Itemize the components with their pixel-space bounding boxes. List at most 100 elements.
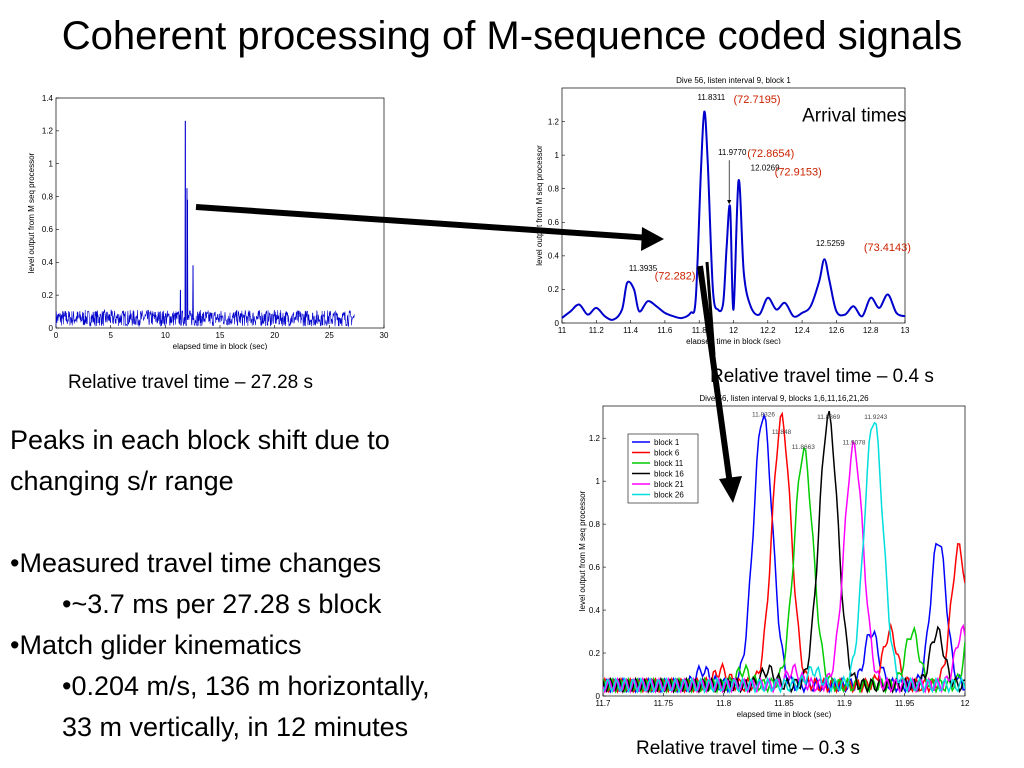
x-tick-label: 12 [729, 326, 738, 335]
chart-full-block: 0 5 10 15 20 25 30 0 0.2 0.4 0.6 0.8 1 1.2 1.4 elapsed … [27, 94, 389, 350]
arrow-to-zoom-head [641, 227, 664, 251]
x-tick-label: 11.7 [596, 699, 612, 708]
plot-frame [55, 97, 385, 329]
legend-entry: block 16 [654, 470, 684, 479]
x-tick-label: 11.95 [895, 699, 915, 708]
x-tick-label: 11.8 [692, 326, 708, 335]
peak-annotation: (72.7195) [734, 94, 781, 106]
y-tick-label: 0 [49, 324, 54, 333]
bullet-measured-sub: •~3.7 ms per 27.28 s block [62, 589, 382, 619]
peak-annotation: 11.9078 [842, 440, 865, 447]
y-tick-label: 0.4 [589, 606, 601, 615]
peak-annotation: (72.282) [655, 270, 696, 282]
x-tick-label: 30 [380, 331, 389, 340]
series-line-block-26 [603, 421, 965, 694]
legend-entry: block 26 [654, 491, 684, 500]
y-tick-label: 1 [555, 151, 560, 160]
y-axis-label: level output from M seq processor [27, 152, 36, 273]
x-tick-label: 12.2 [760, 326, 776, 335]
y-tick-label: 1.4 [42, 94, 54, 103]
chart-blocks-overlay: 11.7 11.75 11.8 11.85 11.9 11.95 12 0 0.2 0.4 0.6 0… [578, 394, 970, 719]
x-tick-label: 11.85 [774, 699, 794, 708]
y-tick-label: 1 [49, 160, 54, 169]
y-tick-label: 0.2 [42, 291, 54, 300]
plot-frame [561, 87, 906, 324]
y-tick-label: 0.8 [42, 192, 54, 201]
legend-entry: block 6 [654, 449, 680, 458]
bullet-text-1: Peaks in each block shift due to [10, 425, 390, 455]
y-tick-label: 0.6 [589, 563, 601, 572]
series-line [561, 110, 906, 321]
x-tick-label: 11.75 [654, 699, 674, 708]
peak-annotation: (72.8654) [747, 148, 794, 160]
chart-title: Dive 56, listen interval 9, blocks 1,6,1… [699, 394, 869, 403]
legend-box [627, 433, 699, 504]
peak-annotation: 11.8869 [817, 414, 840, 421]
x-tick-label: 11.6 [657, 326, 673, 335]
y-tick-label: 0.6 [548, 218, 560, 227]
x-tick-label: 12.4 [794, 326, 810, 335]
series-line-block-11 [603, 446, 965, 694]
x-tick-label: 13 [901, 326, 910, 335]
peak-annotation: 11.9243 [864, 414, 887, 421]
y-tick-label: 0.8 [589, 520, 601, 529]
x-tick-label: 12.8 [863, 326, 879, 335]
peak-annotation: 11.8311 [697, 93, 725, 102]
peak-annotation: 12.5259 [816, 239, 845, 248]
caption-left: Relative travel time – 27.28 s [68, 372, 314, 393]
x-axis-label: elapsed time in block (sec) [686, 337, 781, 344]
x-tick-label: 0 [54, 331, 59, 340]
x-tick-label: 12 [961, 699, 970, 708]
y-tick-label: 0.2 [548, 285, 560, 294]
x-tick-label: 11.8 [716, 699, 732, 708]
y-tick-label: 0 [555, 319, 560, 328]
x-tick-label: 5 [108, 331, 113, 340]
bullet-text-2: changing s/r range [10, 466, 234, 496]
arrow-to-overlay-head [719, 476, 742, 503]
caption-right-bottom: Relative travel time – 0.3 s [636, 738, 860, 759]
peak-annotation: (73.4143) [864, 242, 911, 254]
x-tick-label: 20 [270, 331, 279, 340]
y-tick-label: 1.2 [589, 434, 601, 443]
arrow-to-zoom [195, 204, 651, 241]
arrow-to-overlay [697, 265, 733, 485]
y-tick-label: 0.6 [42, 225, 54, 234]
bullet-match-sub-2: 33 m vertically, in 12 minutes [62, 712, 409, 742]
peak-annotation: 11.848 [772, 429, 792, 436]
peak-annotation: 11.8663 [792, 444, 815, 451]
legend-entry: block 11 [654, 459, 684, 468]
x-axis-label: elapsed time in block (sec) [173, 342, 268, 350]
x-tick-label: 25 [325, 331, 334, 340]
x-tick-label: 10 [161, 331, 170, 340]
x-tick-label: 11.4 [623, 326, 639, 335]
chart-block-1-zoom: 11 11.2 11.4 11.6 11.8 12 12.2 12.4 12.6 12.8 1300… [535, 76, 911, 344]
legend-entry: block 21 [654, 480, 684, 489]
peak-annotation: 12.0269 [751, 163, 780, 172]
y-tick-label: 0.4 [42, 258, 54, 267]
y-tick-label: 1.2 [42, 127, 54, 136]
arrival-times-label: Arrival times [802, 106, 907, 127]
peak-annotation: (72.9153) [775, 166, 822, 178]
bullet-match-sub-1: •0.204 m/s, 136 m horizontally, [62, 671, 430, 701]
arrow-divider [705, 261, 716, 356]
peak-annotation: 11.9770 [718, 148, 747, 157]
bullet-measured: •Measured travel time changes [10, 548, 382, 578]
y-tick-label: 1 [596, 477, 601, 486]
slide-title: Coherent processing of M-sequence coded … [61, 14, 963, 58]
y-tick-label: 0 [596, 692, 601, 701]
x-tick-label: 11.9 [837, 699, 853, 708]
x-tick-label: 11.2 [589, 326, 605, 335]
bullet-match: •Match glider kinematics [10, 630, 302, 660]
legend-entry: block 1 [654, 438, 680, 447]
y-tick-label: 0.2 [589, 649, 601, 658]
y-tick-label: 0.8 [548, 185, 560, 194]
peak-annotation: 11.3935 [629, 264, 658, 273]
y-axis-label: level output from M seq processor [535, 145, 544, 266]
peak-annotation: 11.8326 [752, 412, 775, 419]
y-tick-label: 0.4 [548, 252, 560, 261]
series-line [55, 120, 355, 328]
x-tick-label: 12.6 [829, 326, 845, 335]
x-axis-label: elapsed time in block (sec) [737, 710, 832, 719]
bullet-list: Peaks in each block shift due to changin… [10, 420, 550, 748]
